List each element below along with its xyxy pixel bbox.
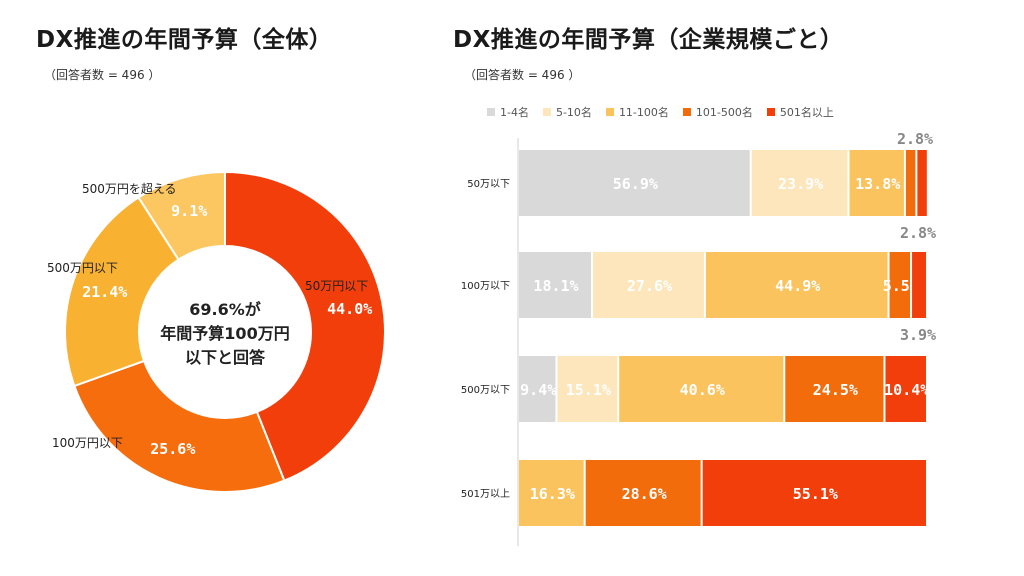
bar-category-label: 500万以下 — [461, 385, 510, 396]
bar-segment — [519, 252, 592, 318]
bar-value-label: 55.1% — [793, 485, 838, 503]
bar-segment — [917, 150, 927, 216]
bar-value-label: 3.9% — [900, 326, 936, 344]
donut-slice — [64, 196, 180, 388]
bar-value-label: 40.6% — [680, 381, 725, 399]
bar-value-label: 9.4% — [520, 381, 556, 399]
bar-segment — [785, 356, 884, 422]
bar-value-label: 18.1% — [533, 277, 578, 295]
bar-value-label: 10.4% — [884, 381, 929, 399]
donut-category-label: 500万円以下 — [47, 261, 118, 275]
legend-swatch — [682, 108, 691, 116]
bar-segment — [593, 252, 704, 318]
legend-label: 5-10名 — [555, 106, 592, 119]
bar-category-label: 501万以上 — [461, 488, 510, 500]
donut-slice — [73, 359, 286, 493]
bar-segment — [519, 460, 584, 526]
donut-respondents-note: （回答者数 = 496 ） — [44, 68, 161, 82]
bar-value-label: 28.6% — [622, 485, 667, 503]
donut-center-text: 69.6%が 年間予算100万円 以下と回答 — [150, 298, 300, 370]
bar-segment — [849, 150, 904, 216]
donut-value-label: 44.0% — [327, 300, 372, 318]
bar-segment — [889, 252, 911, 318]
bar-value-label: 2.8% — [897, 130, 933, 148]
donut-chart: 44.0% 50万円以下 25.6% 100万円以下 21.4% 500万円以下 9.1% 5… — [47, 170, 386, 493]
donut-hole — [140, 247, 310, 417]
bar-value-label: 27.6% — [627, 277, 672, 295]
donut-slice — [224, 170, 386, 482]
legend-label: 11-100名 — [618, 106, 669, 119]
bar-segment — [619, 356, 784, 422]
legend-swatch — [542, 108, 551, 116]
bar-segment — [585, 460, 701, 526]
bar-value-label: 2.8% — [900, 224, 936, 242]
bar-segment — [557, 356, 618, 422]
bar-value-label: 15.1% — [566, 381, 611, 399]
bar-value-label: 16.3% — [530, 485, 575, 503]
legend-swatch — [605, 108, 614, 116]
center-line-3: 以下と回答 — [184, 348, 265, 367]
legend-label: 1-4名 — [500, 106, 529, 119]
legend-item: 101-500名 — [682, 104, 753, 120]
legend-item: 501名以上 — [766, 104, 834, 120]
legend-label: 501名以上 — [779, 106, 834, 119]
donut-chart-title: DX推進の年間予算（全体） — [36, 27, 333, 53]
bar-value-label: 24.5% — [813, 381, 858, 399]
bar-respondents-note: （回答者数 = 496 ） — [464, 68, 581, 82]
bar-legend: 1-4名 5-10名 11-100名 101-500名 501名以上 — [487, 104, 834, 120]
stacked-bar-chart: 50万以下 56.9% 23.9% 13.8% 2.8% 2.8% 100万以下 18.1% 2… — [461, 130, 936, 546]
bar-segment — [519, 150, 750, 216]
legend-swatch — [766, 108, 775, 116]
bar-segment — [702, 460, 926, 526]
bar-value-label: 13.8% — [855, 175, 900, 193]
bar-segment — [905, 150, 916, 216]
center-line-1: 69.6%が — [189, 300, 261, 319]
bar-segment — [912, 252, 926, 318]
legend-item: 1-4名 — [487, 104, 529, 120]
bar-segment — [751, 150, 848, 216]
bar-category-label: 100万以下 — [461, 281, 510, 292]
legend-swatch — [487, 108, 495, 116]
legend-label: 101-500名 — [695, 106, 753, 119]
donut-value-label: 25.6% — [150, 440, 195, 458]
donut-slice — [137, 170, 226, 262]
bar-category-label: 50万以下 — [467, 179, 510, 190]
bar-segment — [885, 356, 926, 422]
bar-value-label: 56.9% — [613, 175, 658, 193]
center-line-2: 年間予算100万円 — [160, 324, 290, 343]
bar-segment — [705, 252, 888, 318]
legend-item: 5-10名 — [542, 104, 592, 120]
donut-category-label: 500万円を超える — [82, 181, 177, 196]
bar-chart-title: DX推進の年間予算（企業規模ごと） — [453, 27, 844, 53]
donut-category-label: 50万円以下 — [305, 279, 368, 293]
legend-item: 11-100名 — [605, 104, 669, 120]
bar-segment — [519, 356, 556, 422]
bar-value-label: 44.9% — [775, 277, 820, 295]
bar-value-label: 23.9% — [778, 175, 823, 193]
donut-value-label: 9.1% — [171, 202, 207, 220]
donut-category-label: 100万円以下 — [52, 436, 123, 450]
bar-value-label: 5.5% — [883, 277, 919, 295]
donut-value-label: 21.4% — [82, 283, 127, 301]
